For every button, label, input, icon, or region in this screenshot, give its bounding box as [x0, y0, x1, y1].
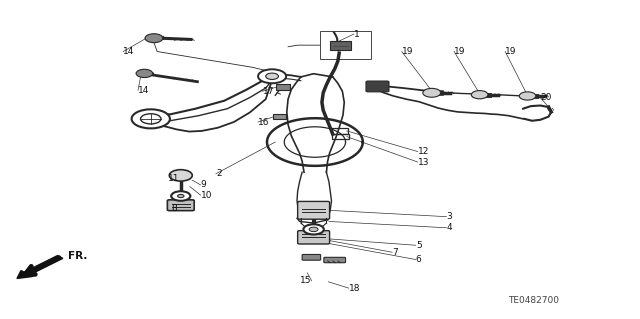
Text: 19: 19 — [454, 47, 466, 56]
FancyBboxPatch shape — [366, 81, 389, 92]
Circle shape — [309, 227, 318, 232]
Circle shape — [136, 69, 153, 78]
Circle shape — [258, 69, 286, 83]
Text: TE0482700: TE0482700 — [508, 296, 559, 305]
FancyArrow shape — [17, 256, 63, 278]
Text: 4: 4 — [447, 223, 452, 232]
FancyBboxPatch shape — [302, 255, 321, 260]
Circle shape — [145, 34, 163, 43]
Text: 11: 11 — [168, 174, 179, 183]
Circle shape — [423, 88, 441, 97]
FancyBboxPatch shape — [276, 84, 290, 90]
Text: 8: 8 — [172, 204, 177, 213]
FancyBboxPatch shape — [330, 41, 351, 50]
Circle shape — [177, 195, 184, 197]
Text: 1: 1 — [354, 30, 360, 39]
Text: 5: 5 — [416, 241, 422, 250]
FancyBboxPatch shape — [298, 231, 330, 244]
Text: 12: 12 — [418, 147, 429, 156]
FancyBboxPatch shape — [273, 114, 286, 119]
Text: 6: 6 — [416, 255, 422, 264]
Circle shape — [519, 92, 536, 100]
Text: 9: 9 — [200, 181, 206, 189]
Text: 20: 20 — [540, 93, 552, 102]
Text: 13: 13 — [418, 158, 429, 167]
Text: 19: 19 — [505, 47, 516, 56]
Circle shape — [471, 91, 488, 99]
Text: 10: 10 — [200, 190, 212, 200]
Text: 17: 17 — [262, 87, 274, 96]
Text: 7: 7 — [392, 248, 398, 257]
Text: FR.: FR. — [68, 251, 87, 261]
Text: 14: 14 — [138, 86, 149, 95]
Circle shape — [172, 191, 190, 201]
FancyBboxPatch shape — [324, 257, 346, 263]
Circle shape — [141, 114, 161, 124]
Text: 14: 14 — [124, 47, 134, 56]
Circle shape — [170, 170, 192, 181]
Text: 2: 2 — [216, 169, 221, 178]
FancyBboxPatch shape — [168, 200, 194, 211]
Text: 3: 3 — [447, 212, 452, 221]
Text: 18: 18 — [349, 284, 360, 293]
Circle shape — [303, 224, 324, 234]
Text: 16: 16 — [258, 117, 269, 127]
FancyBboxPatch shape — [298, 201, 330, 219]
Circle shape — [132, 109, 170, 128]
Text: 15: 15 — [300, 276, 312, 285]
Text: 19: 19 — [402, 47, 413, 56]
Circle shape — [266, 73, 278, 79]
